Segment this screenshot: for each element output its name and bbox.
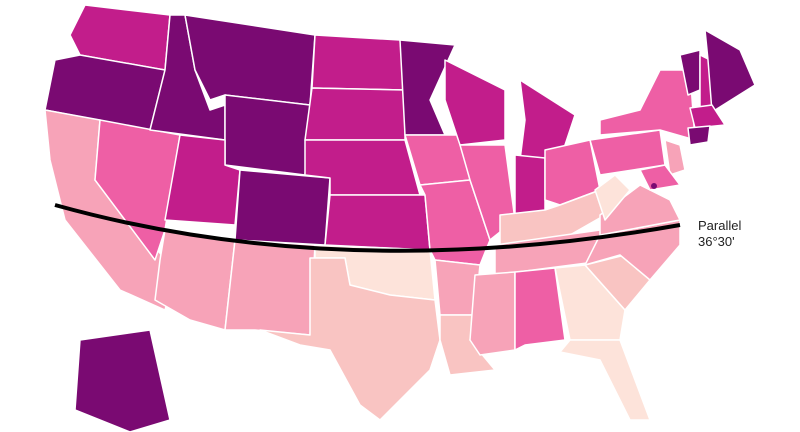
state (311, 34, 406, 91)
state (514, 267, 566, 351)
state (594, 174, 631, 221)
state (224, 94, 311, 176)
state (304, 87, 406, 141)
state (234, 169, 331, 246)
state (689, 104, 726, 129)
state (554, 264, 626, 341)
state (224, 239, 316, 336)
state (639, 164, 681, 191)
annotation: 36°30' (698, 234, 735, 249)
state (599, 184, 681, 236)
state (469, 271, 516, 356)
state (599, 69, 696, 141)
state (154, 229, 236, 331)
state (74, 329, 171, 432)
state (664, 139, 686, 176)
state (687, 125, 711, 146)
annotation: Parallel (698, 218, 741, 233)
state (704, 29, 756, 113)
state (559, 339, 651, 421)
parallel-line (54, 203, 681, 253)
state (184, 14, 316, 106)
state (259, 257, 441, 421)
states (44, 4, 756, 432)
state (324, 194, 431, 251)
state (444, 59, 506, 146)
state (399, 39, 456, 136)
marker (651, 183, 657, 189)
